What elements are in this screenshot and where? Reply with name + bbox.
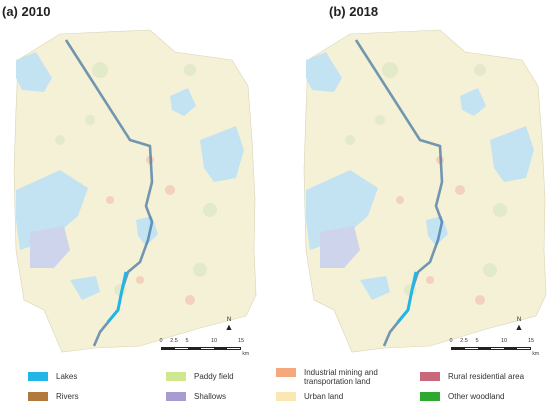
legend-swatch bbox=[276, 392, 296, 401]
legend-item-rivers: Rivers bbox=[28, 392, 79, 401]
map-panel-2010: (a) 2010 N ▲ 0 2.5 5 10 15 km bbox=[0, 0, 275, 360]
legend-swatch bbox=[276, 368, 296, 377]
legend-swatch bbox=[420, 392, 440, 401]
legend-item-other-woodland: Other woodland bbox=[420, 392, 504, 401]
legend-item-industrial-mining: Industrial mining and transportation lan… bbox=[276, 368, 414, 386]
legend-swatch bbox=[420, 372, 440, 381]
land-use-map-2010 bbox=[13, 29, 257, 353]
north-arrow-icon: N ▲ bbox=[224, 317, 234, 332]
land-use-map-2018 bbox=[303, 29, 547, 353]
legend-swatch bbox=[28, 392, 48, 401]
legend-swatch bbox=[166, 372, 186, 381]
map-panel-2018: (b) 2018 N ▲ 0 2.5 5 10 15 km bbox=[275, 0, 550, 360]
panel-title-2018: (b) 2018 bbox=[329, 4, 379, 19]
panel-title-2010: (a) 2010 bbox=[2, 4, 51, 19]
legend-swatch bbox=[28, 372, 48, 381]
legend-item-urban-land: Urban land bbox=[276, 392, 343, 401]
scale-bar: 0 2.5 5 10 15 km bbox=[159, 338, 249, 357]
legend-swatch bbox=[166, 392, 186, 401]
north-arrow-icon: N ▲ bbox=[514, 317, 524, 332]
legend-item-lakes: Lakes bbox=[28, 372, 77, 381]
map-legend: Lakes Rivers Paddy field Shallows Indust… bbox=[0, 362, 550, 405]
legend-item-paddy-field: Paddy field bbox=[166, 372, 234, 381]
legend-item-shallows: Shallows bbox=[166, 392, 226, 401]
legend-item-rural-residential: Rural residential area bbox=[420, 372, 524, 381]
scale-bar: 0 2.5 5 10 15 km bbox=[449, 338, 539, 357]
